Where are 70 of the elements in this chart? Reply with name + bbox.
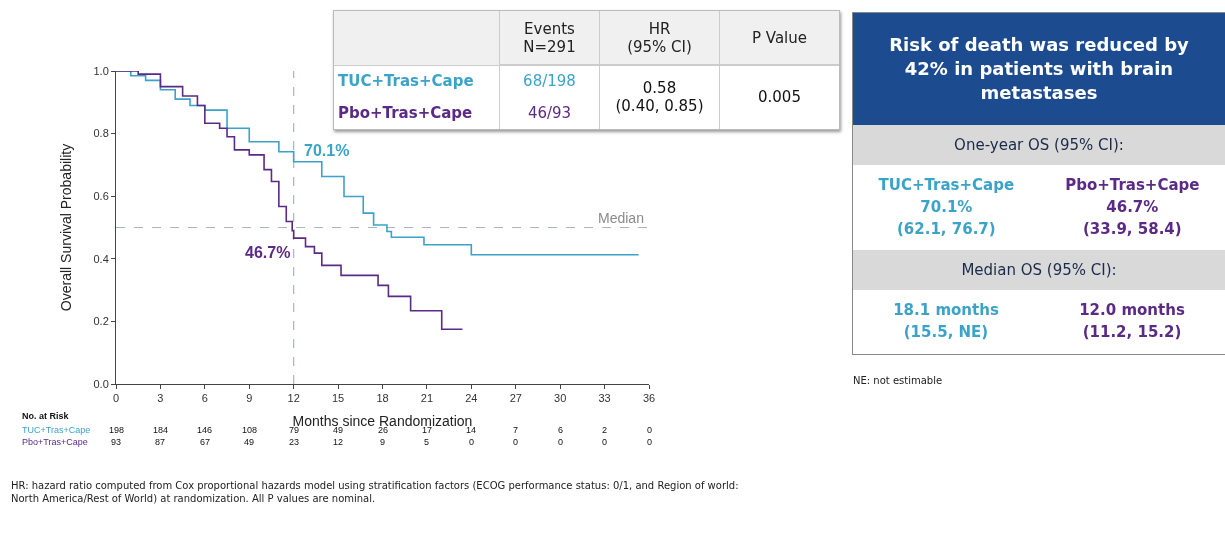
text: Events N=291 (499, 11, 599, 65)
annotation: Pbo+Tras+Cape (337, 103, 474, 124)
text: 79 (289, 425, 300, 435)
text: 67 (200, 437, 211, 447)
y-tick-label: 1.0 (93, 64, 109, 77)
text: 0 (558, 437, 564, 447)
annotation: 0.58 (0.40, 0.85) (599, 65, 719, 129)
text: P Value (719, 11, 839, 65)
text: 146 (197, 425, 213, 435)
text: 2 (602, 425, 608, 435)
x-tick-label: 6 (201, 392, 208, 405)
y-tick-label: 0.2 (93, 315, 109, 328)
x-tick-label: 15 (331, 392, 345, 405)
y-tick-label: 0.8 (93, 127, 109, 140)
text: 108 (242, 425, 258, 435)
text: 0 (647, 437, 653, 447)
x-tick-label: 21 (420, 392, 434, 405)
annotation: 46/93 (499, 97, 599, 129)
text: One-year OS (95% CI): (853, 125, 1225, 165)
text: 184 (153, 425, 169, 435)
text: 49 (333, 425, 344, 435)
text: 0 (647, 425, 653, 435)
text: No. at Risk (22, 411, 70, 421)
text: 0 (513, 437, 519, 447)
text: 0 (602, 437, 608, 447)
text: 14 (466, 425, 477, 435)
x-tick-label: 33 (598, 392, 611, 405)
text: Pbo+Tras+Cape (22, 437, 88, 447)
text: 87 (155, 437, 166, 447)
text: TUC+Tras+Cape (22, 425, 91, 435)
y-tick-label: 0.4 (93, 252, 109, 265)
ref-line-label: Median (598, 210, 644, 226)
text: Median OS (95% CI): (853, 250, 1225, 291)
text: 12.0 months (11.2, 15.2) (1079, 300, 1185, 343)
annotation: 46.7% (245, 244, 291, 261)
x-tick-label: 3 (157, 392, 164, 405)
text: 6 (558, 425, 564, 435)
text: 0 (469, 437, 475, 447)
text: 18.1 months (15.5, NE) (893, 300, 999, 343)
text: TUC+Tras+Cape 70.1% (62.1, 76.7) (878, 175, 1015, 240)
text: 0.005 (719, 65, 839, 129)
x-tick-label: 12 (287, 392, 300, 405)
x-tick-label: 24 (465, 392, 478, 405)
y-tick-label: 0.6 (93, 190, 109, 203)
y-tick-label: 0.0 (93, 377, 109, 390)
text: 12 (333, 437, 344, 447)
text: 49 (244, 437, 255, 447)
x-tick-label: 0 (112, 392, 120, 405)
text: Pbo+Tras+Cape 46.7% (33.9, 58.4) (1065, 175, 1200, 240)
x-tick-label: 36 (642, 392, 656, 405)
text: 7 (513, 425, 519, 435)
text: 17 (422, 425, 433, 435)
text: 26 (378, 425, 389, 435)
x-tick-label: 27 (509, 392, 522, 405)
text: Risk of death was reduced by 42% in patients with brain metastases (853, 13, 1225, 125)
text: 5 (424, 437, 430, 447)
text: 198 (109, 425, 125, 435)
annotation: TUC+Tras+Cape (337, 71, 475, 92)
annotation: 68/198 (499, 65, 599, 97)
x-tick-label: 18 (376, 392, 389, 405)
text: HR: hazard ratio computed from Cox proportional hazards model using stratification factors (ECOG performance status: 0/1, and Region of world: North America/Rest of World) at randomization. All P values are nominal. (11, 480, 739, 504)
text: HR (95% CI) (599, 11, 719, 65)
x-tick-label: 9 (246, 392, 253, 405)
annotation: 70.1% (304, 142, 350, 159)
y-axis-title: Overall Survival Probability (58, 143, 75, 312)
text: 23 (289, 437, 300, 447)
x-tick-label: 30 (554, 392, 567, 405)
text: NE: not estimable (853, 375, 943, 386)
text: 9 (380, 437, 386, 447)
text: 93 (111, 437, 122, 447)
